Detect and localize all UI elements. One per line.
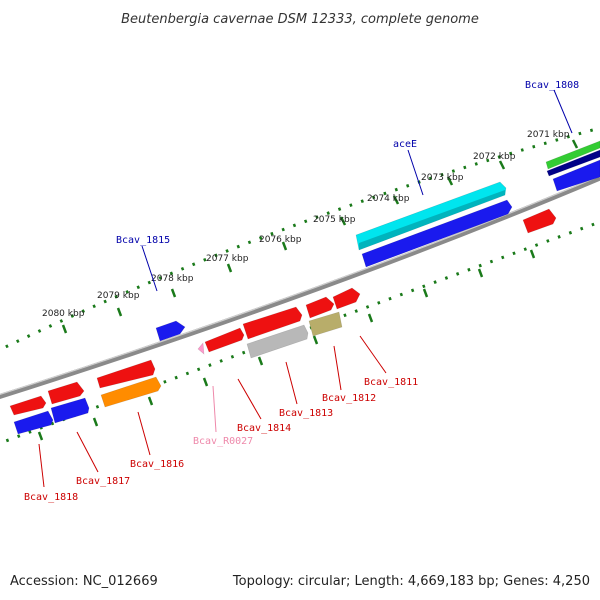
gene-label-acee[interactable]: aceE (393, 139, 417, 150)
gene-bcav-1808-navy[interactable] (546, 149, 600, 177)
kbp-label-2077: 2077 kbp (206, 254, 249, 264)
gene-bcav-1813-red[interactable] (242, 306, 303, 340)
gene-labels: Bcav_1808 aceE Bcav_1815 Bcav_1811 Bcav_… (24, 80, 579, 503)
kbp-label-2073: 2073 kbp (421, 173, 464, 183)
gene-bcav-1818-red[interactable] (9, 395, 47, 416)
gene-bcav-1816-orange[interactable] (100, 376, 162, 408)
outer-major-ticks (61, 139, 579, 334)
gene-label-bcav-1816[interactable]: Bcav_1816 (130, 459, 184, 470)
gene-bcav-1808-green[interactable] (545, 140, 600, 170)
accession-text: Accession: NC_012669 (10, 574, 158, 589)
gene-bcav-1815[interactable] (155, 320, 186, 342)
gene-bcav-1818-blue[interactable] (13, 410, 54, 435)
gene-bcav-1817-blue[interactable] (50, 397, 90, 424)
gene-bcav-1811[interactable] (332, 287, 361, 310)
topology-text: Topology: circular; Length: 4,669,183 bp… (232, 574, 590, 589)
gene-acee-blue[interactable] (361, 199, 513, 268)
gene-red-right[interactable] (522, 208, 557, 234)
kbp-label-2074: 2074 kbp (367, 194, 410, 204)
genome-backbone-highlight (0, 175, 600, 396)
kbp-label-2076: 2076 kbp (259, 235, 302, 245)
kbp-label-2079: 2079 kbp (97, 291, 140, 301)
kbp-label-2072: 2072 kbp (473, 152, 516, 162)
gene-bcav-1808-blue[interactable] (552, 159, 600, 192)
gene-bcav-1812-red[interactable] (305, 296, 335, 319)
kbp-label-2075: 2075 kbp (313, 215, 356, 225)
gene-bcav-1814[interactable] (204, 327, 245, 353)
gene-label-bcav-1815[interactable]: Bcav_1815 (116, 235, 170, 246)
gene-label-bcav-1817[interactable]: Bcav_1817 (76, 476, 130, 487)
gene-acee-cyan-shadow (359, 190, 505, 250)
genome-backbone (0, 175, 600, 400)
inner-major-ticks (37, 249, 536, 441)
leader-lines (38, 89, 573, 488)
gene-label-bcav-1812[interactable]: Bcav_1812 (322, 393, 376, 404)
gene-features (9, 140, 600, 435)
gene-label-bcav-r0027[interactable]: Bcav_R0027 (193, 436, 253, 447)
gene-label-bcav-1813[interactable]: Bcav_1813 (279, 408, 333, 419)
map-title: Beutenbergia cavernae DSM 12333, complet… (121, 12, 479, 27)
kbp-label-2071: 2071 kbp (527, 130, 570, 140)
outer-tick-track (0, 126, 600, 352)
gene-label-bcav-1814[interactable]: Bcav_1814 (237, 423, 291, 434)
kbp-label-2080: 2080 kbp (42, 309, 85, 319)
gene-label-bcav-1808[interactable]: Bcav_1808 (525, 80, 579, 91)
gene-label-bcav-1818[interactable]: Bcav_1818 (24, 492, 78, 503)
gene-bcav-1817-red[interactable] (47, 381, 85, 405)
kbp-label-2078: 2078 kbp (151, 274, 194, 284)
gene-bcav-1812-olive[interactable] (308, 311, 343, 337)
gene-bcav-1816-red[interactable] (96, 359, 156, 389)
gene-bcav-r0027[interactable] (197, 342, 205, 355)
gene-bcav-1813-grey[interactable] (246, 324, 309, 359)
gene-label-bcav-1811[interactable]: Bcav_1811 (364, 377, 418, 388)
